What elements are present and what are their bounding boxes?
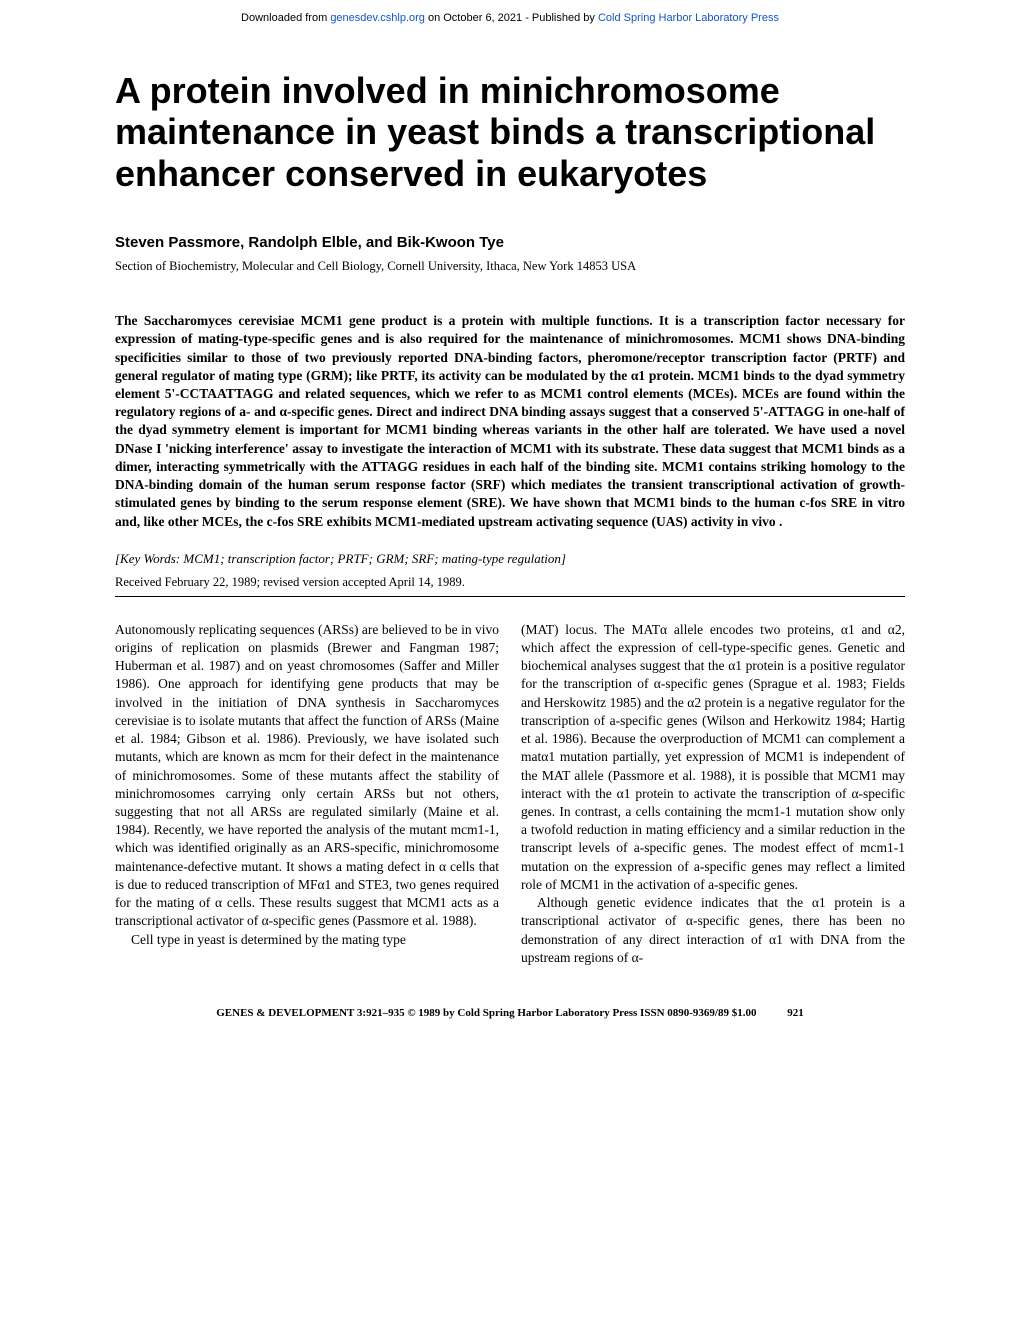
- keywords-text: MCM1; transcription factor; PRTF; GRM; S…: [180, 551, 566, 566]
- banner-link-publisher[interactable]: Cold Spring Harbor Laboratory Press: [598, 12, 779, 24]
- body-columns: Autonomously replicating sequences (ARSs…: [115, 621, 905, 967]
- received-date: Received February 22, 1989; revised vers…: [115, 575, 905, 590]
- right-column: (MAT) locus. The MATα allele encodes two…: [521, 621, 905, 967]
- body-paragraph: (MAT) locus. The MATα allele encodes two…: [521, 621, 905, 894]
- body-paragraph: Autonomously replicating sequences (ARSs…: [115, 621, 499, 931]
- page-number: 921: [787, 1007, 804, 1019]
- banner-mid: on October 6, 2021 - Published by: [425, 12, 598, 24]
- keywords: [Key Words: MCM1; transcription factor; …: [115, 551, 905, 567]
- divider: [115, 596, 905, 597]
- affiliation: Section of Biochemistry, Molecular and C…: [115, 259, 905, 274]
- paper-title: A protein involved in minichromosome mai…: [115, 70, 905, 194]
- keywords-label: [Key Words:: [115, 551, 180, 566]
- authors: Steven Passmore, Randolph Elble, and Bik…: [115, 234, 905, 251]
- footer-text: GENES & DEVELOPMENT 3:921–935 © 1989 by …: [216, 1007, 756, 1019]
- left-column: Autonomously replicating sequences (ARSs…: [115, 621, 499, 967]
- page-footer: GENES & DEVELOPMENT 3:921–935 © 1989 by …: [115, 1007, 905, 1049]
- banner-link-source[interactable]: genesdev.cshlp.org: [330, 12, 425, 24]
- banner-prefix: Downloaded from: [241, 12, 330, 24]
- abstract: The Saccharomyces cerevisiae MCM1 gene p…: [115, 312, 905, 531]
- paper-content: A protein involved in minichromosome mai…: [0, 30, 1020, 1079]
- body-paragraph: Cell type in yeast is determined by the …: [115, 931, 499, 949]
- download-banner: Downloaded from genesdev.cshlp.org on Oc…: [0, 0, 1020, 30]
- body-paragraph: Although genetic evidence indicates that…: [521, 894, 905, 967]
